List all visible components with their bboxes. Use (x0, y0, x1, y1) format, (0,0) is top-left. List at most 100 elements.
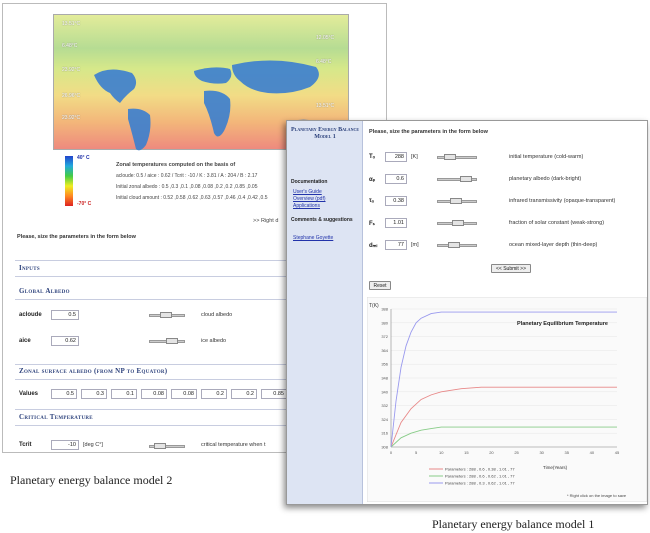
tcrit-input[interactable]: -10 (51, 440, 79, 450)
cloud-symbol: acloude (19, 312, 42, 318)
param-input[interactable]: 77 (385, 240, 407, 250)
ice-albedo-slider[interactable] (149, 338, 185, 344)
tcrit-unit: [deg C°] (83, 442, 103, 448)
equilibrium-chart: 308 316 324 332 340 348 356 364 372 380 388 0 5 10 15… (367, 297, 647, 502)
divider (15, 409, 385, 410)
comments-heading: Comments & suggestions (291, 217, 353, 223)
zonal-albedo-input[interactable]: 0.1 (111, 389, 137, 399)
x-tick-label: 5 (415, 450, 418, 455)
x-tick-label: 10 (439, 450, 444, 455)
x-tick-label: 40 (590, 450, 595, 455)
param-slider[interactable] (437, 242, 477, 248)
y-tick-label: 388 (381, 307, 388, 312)
x-tick-label: 20 (489, 450, 494, 455)
contact-link[interactable]: Stephane Goyette (293, 235, 334, 241)
slider-handle[interactable] (450, 198, 462, 204)
slider-handle[interactable] (160, 312, 172, 318)
chart-title: Planetary Equilibrium Temperature (517, 321, 608, 327)
sidebar-title: Planetary Energy Balance Model 1 (291, 127, 360, 140)
doc-link-users-guide[interactable]: User's Guide (293, 189, 322, 195)
reset-button[interactable]: Reset (369, 281, 391, 290)
x-tick-label: 45 (615, 450, 620, 455)
zonal-albedo-input[interactable]: 0.3 (81, 389, 107, 399)
param-label: ocean mixed-layer depth (thin-deep) (509, 242, 598, 248)
param-slider[interactable] (437, 220, 477, 226)
band-label: 26.96°C (62, 93, 81, 99)
documentation-heading: Documentation (291, 179, 328, 185)
zonal-line: Initial cloud amount : 0.52 ,0.58 ,0.62 … (116, 195, 268, 201)
zonal-albedo-input[interactable]: 0.2 (231, 389, 257, 399)
right-click-note[interactable]: >> Right d (253, 218, 279, 224)
divider (15, 276, 385, 277)
legend-bottom-label: -70° C (77, 201, 92, 207)
global-albedo-heading: Global Albedo (19, 287, 70, 295)
band-label: 13.51°C (316, 103, 335, 109)
param-symbol: αₚ (369, 177, 376, 183)
band-label: 6.48°C (316, 59, 332, 65)
sidebar: Planetary Energy Balance Model 1 Documen… (287, 121, 363, 504)
param-symbol: Fₛ (369, 221, 375, 227)
y-tick-label: 380 (381, 320, 388, 325)
slider-handle[interactable] (448, 242, 460, 248)
right-click-note: * Right click on the image to save (567, 493, 627, 498)
param-slider[interactable] (437, 176, 477, 182)
y-tick-label: 316 (381, 431, 388, 436)
tcrit-label: critical temperature when t (201, 442, 266, 448)
zonal-line: Initial zonal albedo : 0.5 ,0.3 ,0.1 ,0.… (116, 184, 258, 190)
param-label: initial temperature (cold-warm) (509, 154, 584, 160)
param-symbol: Tₒ (369, 154, 376, 160)
tcrit-symbol: Tcrit (19, 442, 32, 448)
slider-handle[interactable] (166, 338, 178, 344)
param-slider[interactable] (437, 154, 477, 160)
param-unit: [m] (411, 242, 419, 248)
band-label: 6.48°C (62, 43, 78, 49)
slider-handle[interactable] (154, 443, 166, 449)
submit-button[interactable]: << Submit >> (491, 264, 531, 273)
band-label: 23.92°C (62, 67, 81, 73)
zonal-albedo-input[interactable]: 0.2 (201, 389, 227, 399)
y-tick-label: 332 (381, 403, 388, 408)
zonal-albedo-input[interactable]: 0.5 (51, 389, 77, 399)
slider-handle[interactable] (460, 176, 472, 182)
y-axis-label: T(K) (369, 303, 379, 309)
y-tick-label: 308 (381, 445, 388, 450)
doc-link-overview[interactable]: Overview (pdf) (293, 196, 326, 202)
zonal-albedo-input[interactable]: 0.08 (171, 389, 197, 399)
param-input[interactable]: 288 (385, 152, 407, 162)
slider-handle[interactable] (452, 220, 464, 226)
tcrit-slider[interactable] (149, 443, 185, 449)
inputs-heading: Inputs (19, 264, 40, 272)
zonal-albedo-input[interactable]: 0.85 (261, 389, 287, 399)
y-tick-label: 340 (381, 389, 388, 394)
caption-model2: Planetary energy balance model 2 (10, 473, 173, 487)
zonal-albedo-input[interactable]: 0.08 (141, 389, 167, 399)
band-label: 12.05°C (316, 35, 335, 41)
y-tick-label: 324 (381, 417, 388, 422)
param-input[interactable]: 0.38 (385, 196, 407, 206)
x-axis-label: Time(Years) (543, 465, 568, 470)
color-legend (65, 156, 73, 206)
param-slider[interactable] (437, 198, 477, 204)
critical-temp-heading: Critical Temperature (19, 413, 93, 421)
x-tick-label: 30 (539, 450, 544, 455)
cloud-albedo-label: cloud albedo (201, 312, 233, 318)
legend-entry: Parameters : 288 , 0.6 , 0.38 , 1.01 , 7… (445, 467, 515, 472)
param-input[interactable]: 1.01 (385, 218, 407, 228)
divider (15, 379, 385, 380)
ice-albedo-input[interactable]: 0.62 (51, 336, 79, 346)
cloud-albedo-input[interactable]: 0.5 (51, 310, 79, 320)
doc-link-applications[interactable]: Applications (293, 203, 320, 209)
cloud-albedo-slider[interactable] (149, 312, 185, 318)
please-text: Please, size the parameters in the form … (17, 234, 136, 240)
legend-entry: Parameters : 288 , 0.3 , 0.62 , 1.01 , 7… (445, 481, 515, 486)
band-label: 23.92°C (62, 115, 81, 121)
slider-handle[interactable] (444, 154, 456, 160)
param-symbol: τₐ (369, 198, 374, 204)
divider (15, 260, 385, 261)
chart-background (367, 297, 647, 502)
legend-entry: Parameters : 288 , 0.6 , 0.62 , 1.01 , 7… (445, 474, 515, 479)
series-line (390, 386, 617, 448)
series-line (390, 311, 617, 448)
param-input[interactable]: 0.6 (385, 174, 407, 184)
values-label: Values (19, 391, 39, 397)
